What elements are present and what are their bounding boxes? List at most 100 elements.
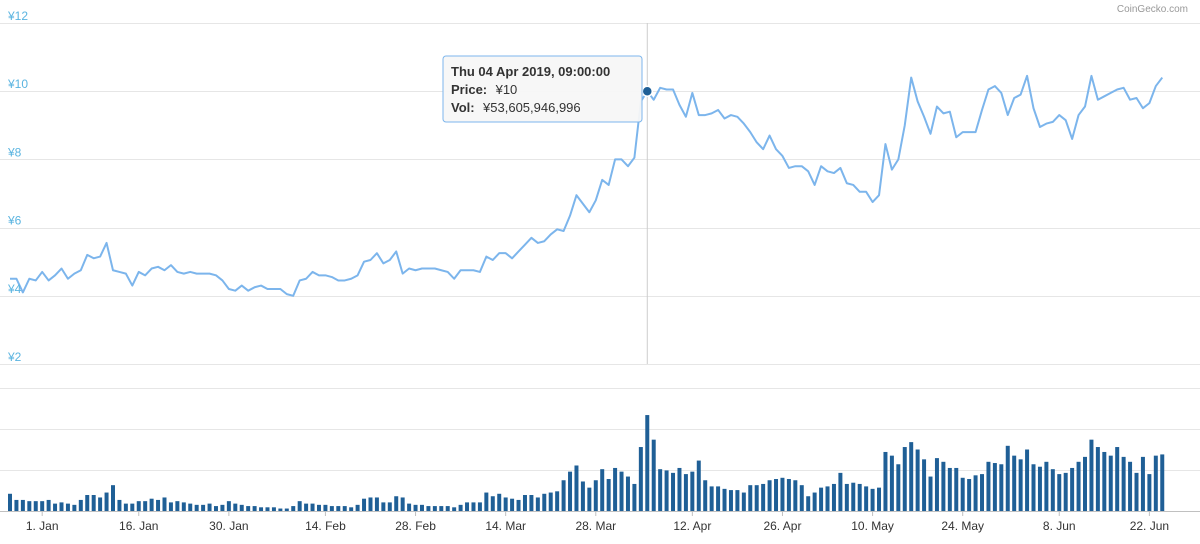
volume-bar [838, 472, 843, 511]
volume-bar [870, 488, 875, 511]
volume-bar [690, 471, 695, 511]
x-axis-ticks: 1. Jan 16. Jan 30. Jan 14. Feb 28. Feb 14. Ma… [26, 511, 1169, 533]
volume-bar [625, 476, 630, 511]
volume-bar [928, 476, 933, 511]
volume-bar [452, 507, 457, 511]
volume-bar [1108, 455, 1113, 511]
y-tick-label: ¥6 [7, 214, 22, 228]
volume-bar [59, 502, 64, 511]
volume-bar [130, 503, 135, 511]
volume-bar [510, 498, 515, 511]
volume-bar [14, 499, 19, 511]
volume-bar [883, 451, 888, 511]
volume-bar [291, 506, 296, 511]
volume-bar [915, 449, 920, 511]
volume-bar [542, 493, 547, 511]
volume-bar [252, 506, 257, 511]
tooltip-price-value: ¥10 [495, 82, 518, 97]
volume-bar [741, 492, 746, 511]
tooltip-vol-row: Vol: ¥53,605,946,996 [451, 99, 581, 116]
volume-bar [123, 503, 128, 511]
volume-bar [143, 501, 148, 511]
volume-bar [1005, 445, 1010, 511]
volume-bar [426, 506, 431, 511]
volume-bar [20, 499, 25, 511]
volume-bar [1018, 459, 1023, 511]
volume-bar [175, 501, 180, 511]
volume-bar [419, 504, 424, 511]
volume-bar [400, 497, 405, 511]
volume-bar [632, 483, 637, 511]
volume-bar [1115, 447, 1120, 511]
volume-bar [78, 499, 83, 511]
volume-bar [831, 483, 836, 511]
x-tick-label: 26. Apr [763, 519, 801, 533]
volume-bar [877, 487, 882, 511]
y-tick-label: ¥8 [7, 145, 22, 159]
volume-bar [1147, 474, 1152, 511]
volume-bar [574, 465, 579, 511]
volume-bar [793, 480, 798, 511]
volume-bar [703, 480, 708, 511]
volume-bar [387, 502, 392, 511]
volume-bar [1160, 454, 1165, 511]
volume-bar [580, 481, 585, 511]
credit-text[interactable]: CoinGecko.com [1117, 4, 1188, 15]
volume-bar [922, 459, 927, 511]
hover-marker[interactable] [641, 85, 654, 97]
volume-bar [1095, 447, 1100, 511]
x-tick-label: 28. Feb [395, 519, 436, 533]
volume-bar [53, 503, 58, 511]
volume-bar [490, 496, 495, 511]
volume-bar [999, 464, 1004, 511]
volume-bar [1063, 472, 1068, 511]
volume-bar [1044, 461, 1049, 511]
volume-bar [851, 482, 856, 511]
volume-bar [754, 485, 759, 511]
volume-bar [748, 485, 753, 511]
volume-bar [394, 496, 399, 511]
volume-bar [91, 495, 96, 511]
volume-bar [46, 499, 51, 511]
volume-bar [297, 501, 302, 511]
volume-bar [407, 503, 412, 511]
x-tick-label: 16. Jan [119, 519, 158, 533]
volume-bar [484, 492, 489, 511]
volume-bar [336, 506, 341, 511]
volume-bar [728, 490, 733, 511]
x-tick-label: 10. May [851, 519, 894, 533]
volume-bar [265, 507, 270, 511]
tooltip-vol-label: Vol: [451, 100, 475, 115]
price-line-layer [10, 74, 1164, 297]
x-tick-label: 14. Feb [305, 519, 346, 533]
volume-bar [548, 492, 553, 511]
tooltip: Thu 04 Apr 2019, 09:00:00 Price: ¥10 Vol… [442, 55, 643, 123]
volume-bar [716, 486, 721, 511]
volume-bar [445, 506, 450, 511]
volume-bar [271, 507, 276, 511]
volume-bar [111, 485, 115, 511]
x-tick-label: 8. Jun [1043, 519, 1076, 533]
volume-bar [967, 479, 972, 511]
volume-bar [825, 486, 830, 511]
volume-bar [593, 480, 598, 511]
volume-bar [259, 507, 264, 511]
volume-bar [162, 497, 167, 511]
x-tick-label: 30. Jan [209, 519, 248, 533]
volume-bar [960, 477, 965, 511]
volume-bar [323, 504, 328, 511]
volume-bar [1083, 456, 1087, 511]
tooltip-price-label: Price: [451, 82, 487, 97]
x-tick-label: 28. Mar [575, 519, 616, 533]
volume-bar [98, 497, 103, 511]
volume-bar [1057, 474, 1062, 511]
x-tick-label: 12. Apr [673, 519, 711, 533]
volume-bar [477, 502, 482, 511]
volume-bar [85, 495, 90, 511]
volume-bars [8, 415, 1165, 511]
volume-bar [709, 486, 714, 511]
volume-bar [761, 483, 766, 511]
volume-bar [1050, 469, 1055, 511]
volume-bar [136, 501, 141, 511]
